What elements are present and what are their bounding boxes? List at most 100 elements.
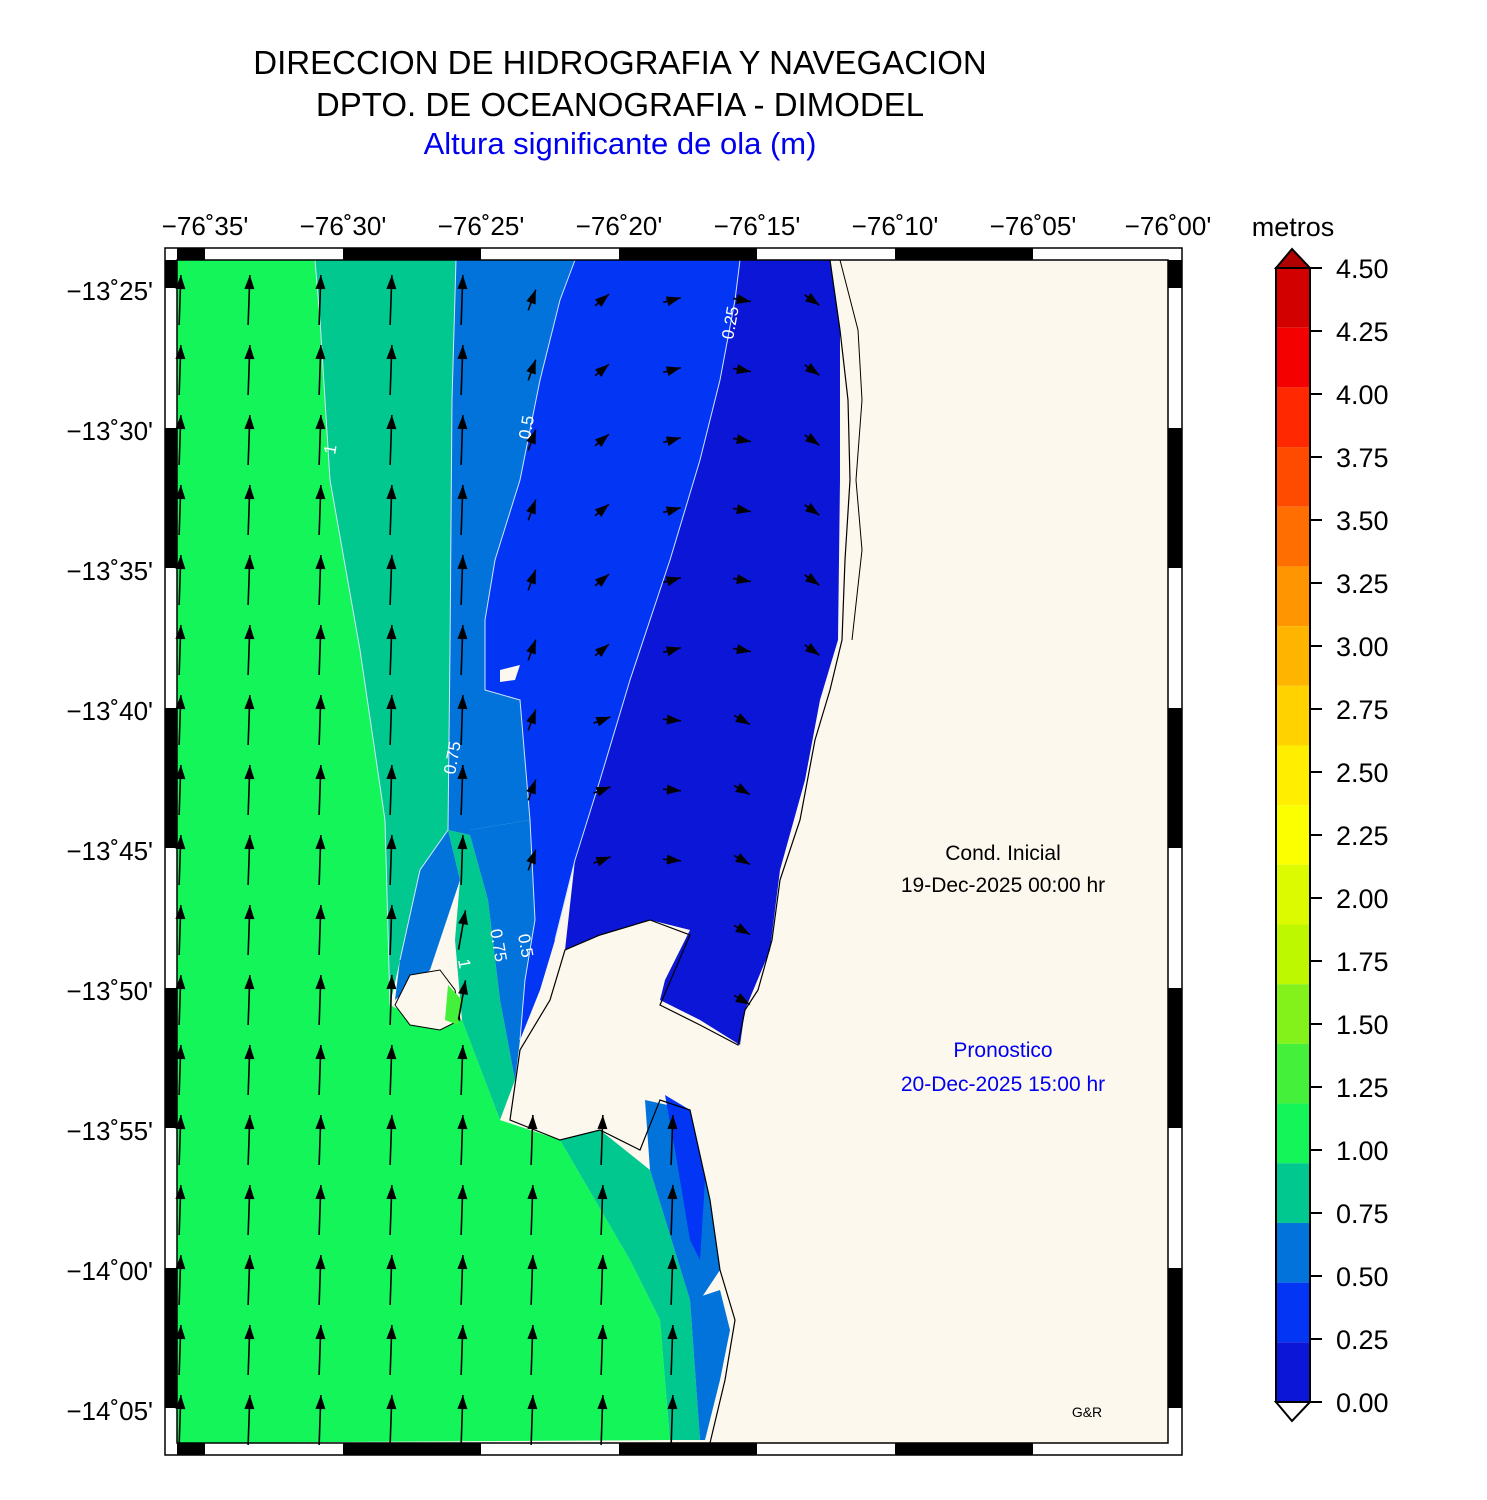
frame-bar [343, 1443, 481, 1455]
wave-arrow [315, 1324, 326, 1376]
colorbar-label: 2.25 [1336, 821, 1389, 851]
wave-arrow [386, 554, 397, 606]
wave-arrow [597, 1324, 608, 1376]
wave-arrow [175, 1114, 186, 1166]
wave-arrow [526, 429, 537, 451]
wave-arrow [315, 484, 326, 536]
frame-bar [343, 248, 481, 260]
wave-arrow [667, 1184, 678, 1236]
sea-zone-25-50 [485, 260, 740, 1040]
wave-arrow [244, 904, 255, 956]
colorbar-segment [1276, 626, 1310, 686]
coastline-outer [839, 259, 863, 641]
wave-arrow [244, 1324, 255, 1376]
wave-arrow [526, 499, 537, 521]
frame-bar [1168, 428, 1182, 568]
wave-arrow [315, 1114, 326, 1166]
wave-arrow [733, 993, 751, 1006]
contour-label: 1 [320, 443, 340, 456]
wave-arrow [597, 1114, 608, 1166]
x-tick-label: −76˚05' [990, 211, 1077, 241]
frame-bar [619, 248, 757, 260]
colorbar-segment [1276, 1163, 1310, 1223]
colorbar-title: metros [1252, 212, 1335, 242]
wave-arrow [175, 904, 186, 956]
wave-arrow [386, 1254, 397, 1306]
frame-bar [165, 428, 177, 568]
wave-arrow [244, 1114, 255, 1166]
colorbar-label: 1.00 [1336, 1136, 1389, 1166]
wave-direction-arrows [175, 274, 820, 1446]
wave-arrow [733, 713, 751, 726]
wave-arrow [593, 716, 611, 727]
wave-arrow [315, 764, 326, 816]
wave-arrow [175, 1324, 186, 1376]
wave-arrow [244, 764, 255, 816]
wave-arrow [667, 1254, 678, 1306]
colorbar-label: 2.50 [1336, 758, 1389, 788]
wave-arrow [457, 694, 468, 746]
wave-arrow [244, 344, 255, 396]
colorbar-label: 0.50 [1336, 1262, 1389, 1292]
wave-arrow [594, 433, 610, 448]
wave-arrow [732, 644, 752, 655]
colorbar-segment [1276, 1342, 1310, 1402]
wave-arrow [594, 503, 610, 518]
wave-arrow [804, 293, 820, 306]
frame-bar [165, 260, 177, 288]
y-tick-label: −13˚35' [66, 556, 153, 586]
wave-arrow [315, 624, 326, 676]
colorbar-label: 1.25 [1336, 1073, 1389, 1103]
wave-arrow [457, 484, 468, 536]
contour-label: 0.5 [514, 932, 537, 959]
wave-arrow [244, 414, 255, 466]
wave-arrow [804, 503, 820, 516]
wave-arrow [662, 784, 682, 795]
wave-arrow [527, 1324, 538, 1376]
y-tick-label: −14˚00' [66, 1256, 153, 1286]
wave-arrow [315, 904, 326, 956]
wave-arrow [804, 363, 820, 376]
x-tick-label: −76˚35' [162, 211, 249, 241]
wave-arrow [244, 1044, 255, 1096]
wave-arrow [457, 910, 468, 950]
colorbar-segment [1276, 268, 1310, 328]
wave-arrow [315, 974, 326, 1026]
wave-arrow [175, 414, 186, 466]
wave-arrow [386, 1324, 397, 1376]
colorbar-label: 0.75 [1336, 1199, 1389, 1229]
wave-arrow [597, 1184, 608, 1236]
wave-arrow [804, 573, 820, 586]
wave-arrow [175, 1184, 186, 1236]
wave-arrow [527, 1394, 538, 1446]
wave-arrow [386, 274, 397, 326]
sea-zone-100-125 [177, 260, 670, 1443]
colorbar-segment [1276, 685, 1310, 746]
colorbar-label: 3.00 [1336, 632, 1389, 662]
colorbar-max-triangle [1273, 247, 1313, 269]
colorbar-label: 2.75 [1336, 695, 1389, 725]
wave-arrow [175, 1254, 186, 1306]
sea-zone-50-75-e [690, 1290, 730, 1440]
colorbar: metros 4.50 4.25 4.00 3.75 3.50 3.25 3.00 2.75 2… [1252, 212, 1389, 1423]
sea-zone-75-100-b [448, 830, 515, 1120]
wave-arrow [244, 1184, 255, 1236]
wave-arrow [175, 274, 186, 326]
forecast-date: 20-Dec-2025 15:00 hr [901, 1073, 1105, 1096]
wave-arrow [732, 434, 752, 445]
x-tick-label: −76˚15' [714, 211, 801, 241]
wave-arrow [663, 296, 681, 307]
map-frame [164, 247, 1183, 1456]
wave-arrow [386, 904, 397, 956]
wave-arrow [663, 646, 681, 657]
wave-arrow [315, 1254, 326, 1306]
colorbar-segment [1276, 745, 1310, 806]
y-tick-label: −13˚45' [66, 836, 153, 866]
colorbar-label: 3.25 [1336, 569, 1389, 599]
wave-arrow [667, 1394, 678, 1446]
wave-arrow [667, 1324, 678, 1376]
wave-arrow [315, 554, 326, 606]
wave-arrow [315, 1044, 326, 1096]
wave-arrow [315, 1394, 326, 1446]
wave-arrow [457, 980, 468, 1020]
